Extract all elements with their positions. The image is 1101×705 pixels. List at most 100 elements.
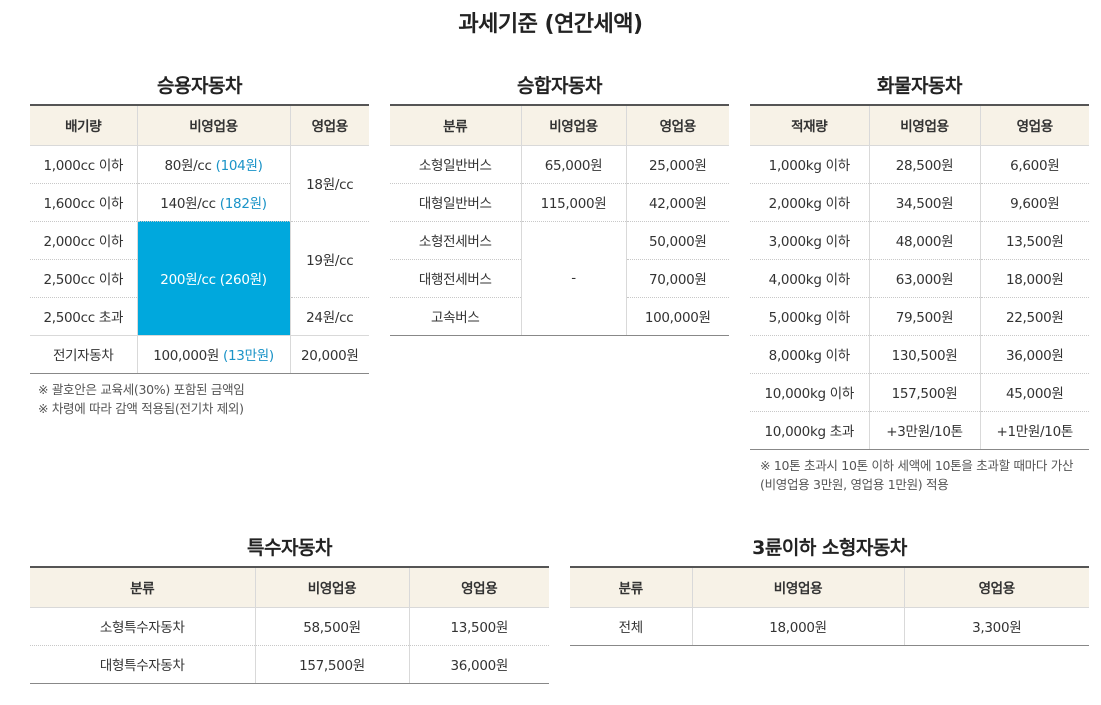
- commercial-cell: 18원/cc: [289, 144, 369, 221]
- commercial-cell: 22,500원: [979, 296, 1089, 335]
- commercial-cell: +1만원/10톤: [979, 410, 1089, 450]
- commercial-cell: 20,000원: [289, 334, 369, 374]
- commercial-cell: 6,600원: [979, 144, 1089, 183]
- table-row: 1,000cc 이하 80원/cc (104원) 18원/cc: [30, 144, 369, 221]
- truck-note: ※ 10톤 초과시 10톤 이하 세액에 10톤을 초과할 때마다 가산(비영업…: [760, 457, 1074, 492]
- category-cell: 대행전세버스: [390, 258, 521, 297]
- header-commercial: 영업용: [289, 104, 369, 145]
- category-cell: 대형특수자동차: [30, 644, 255, 684]
- load-cell: 4,000kg 이하: [750, 258, 869, 297]
- table-row: 전기자동차 100,000원 (13만원) 20,000원: [30, 334, 369, 374]
- special-vehicle-table: 분류 비영업용 영업용 소형특수자동차 58,500원 13,500원 대형특수자동…: [30, 566, 549, 684]
- header-noncommercial: 비영업용: [520, 104, 626, 145]
- category-cell: 소형특수자동차: [30, 606, 255, 645]
- table-row: 3,000kg 이하 48,000원 13,500원: [750, 220, 1089, 259]
- header-noncommercial: 비영업용: [868, 104, 980, 145]
- table-row: 소형일반버스 65,000원 25,000원: [390, 144, 729, 183]
- passenger-car-section: 승용자동차 배기량 비영업용 영업용 1,000cc 이하 80원/cc (10…: [30, 68, 369, 418]
- table-row: 2,500cc 이하: [30, 258, 369, 297]
- displacement-cell: 2,000cc 이하: [30, 220, 137, 259]
- load-cell: 2,000kg 이하: [750, 182, 869, 221]
- commercial-cell: 18,000원: [979, 258, 1089, 297]
- table-row: 대행전세버스 70,000원: [390, 258, 729, 297]
- table-row: 10,000kg 초과 +3만원/10톤 +1만원/10톤: [750, 410, 1089, 450]
- tax-value: 200원/cc: [160, 272, 216, 288]
- tax-value: 80원/cc: [164, 158, 212, 174]
- header-commercial: 영업용: [903, 566, 1089, 607]
- truck-table: 적재량 비영업용 영업용 1,000kg 이하 28,500원 6,600원 2,0…: [750, 104, 1089, 450]
- load-cell: 8,000kg 이하: [750, 334, 869, 373]
- edu-tax-included-value: (104원): [215, 158, 263, 174]
- commercial-cell: 19원/cc: [289, 220, 369, 297]
- table-row: 10,000kg 이하 157,500원 45,000원: [750, 372, 1089, 411]
- highlighted-noncommercial-cell: 200원/cc (260원): [136, 220, 290, 335]
- noncommercial-cell: 58,500원: [254, 606, 409, 645]
- table-row: 4,000kg 이하 63,000원 18,000원: [750, 258, 1089, 297]
- commercial-cell: 3,300원: [903, 606, 1089, 646]
- table-header-row: 분류 비영업용 영업용: [570, 566, 1089, 607]
- page-title: 과세기준 (연간세액): [458, 12, 643, 37]
- commercial-cell: 13,500원: [408, 606, 549, 645]
- small-vehicle-section: 3륜이하 소형자동차 분류 비영업용 영업용 전체 18,000원 3,300원: [570, 530, 1089, 646]
- table-header-row: 분류 비영업용 영업용: [30, 566, 549, 607]
- commercial-cell: 24원/cc: [289, 296, 369, 335]
- header-noncommercial: 비영업용: [254, 566, 409, 607]
- noncommercial-cell: -: [520, 220, 626, 336]
- header-category: 분류: [570, 566, 692, 607]
- category-cell: 소형일반버스: [390, 144, 521, 183]
- table-row: 고속버스 100,000원: [390, 296, 729, 336]
- category-cell: 전체: [570, 606, 692, 646]
- table-row: 1,600cc 이하 140원/cc (182원): [30, 182, 369, 221]
- category-cell: 대형일반버스: [390, 182, 521, 221]
- tax-value: 140원/cc: [160, 196, 216, 212]
- load-cell: 10,000kg 이하: [750, 372, 869, 411]
- truck-section: 화물자동차 적재량 비영업용 영업용 1,000kg 이하 28,500원 6,60…: [750, 68, 1089, 494]
- table-row: 대형일반버스 115,000원 42,000원: [390, 182, 729, 221]
- displacement-cell: 2,500cc 이하: [30, 258, 137, 297]
- table-row: 2,000kg 이하 34,500원 9,600원: [750, 182, 1089, 221]
- commercial-cell: 42,000원: [625, 182, 729, 221]
- load-cell: 10,000kg 초과: [750, 410, 869, 450]
- noncommercial-cell: 34,500원: [868, 182, 980, 221]
- noncommercial-cell: 65,000원: [520, 144, 626, 183]
- header-commercial: 영업용: [625, 104, 729, 145]
- table-row: 1,000kg 이하 28,500원 6,600원: [750, 144, 1089, 183]
- truck-title: 화물자동차: [877, 75, 962, 97]
- bus-table: 분류 비영업용 영업용 소형일반버스 65,000원 25,000원 대형일반버…: [390, 104, 729, 336]
- commercial-cell: 70,000원: [625, 258, 729, 297]
- table-row: 전체 18,000원 3,300원: [570, 606, 1089, 646]
- header-displacement: 배기량: [30, 104, 137, 145]
- special-vehicle-title: 특수자동차: [247, 537, 332, 559]
- noncommercial-cell: 130,500원: [868, 334, 980, 373]
- table-row: 8,000kg 이하 130,500원 36,000원: [750, 334, 1089, 373]
- commercial-cell: 9,600원: [979, 182, 1089, 221]
- noncommercial-cell: 28,500원: [868, 144, 980, 183]
- table-header-row: 적재량 비영업용 영업용: [750, 104, 1089, 145]
- edu-tax-included-value: (260원): [219, 272, 267, 288]
- load-cell: 1,000kg 이하: [750, 144, 869, 183]
- table-row: 대형특수자동차 157,500원 36,000원: [30, 644, 549, 684]
- commercial-cell: 36,000원: [979, 334, 1089, 373]
- noncommercial-cell: +3만원/10톤: [868, 410, 980, 450]
- note-line: ※ 차령에 따라 감액 적용됨(전기차 제외): [38, 400, 244, 416]
- load-cell: 5,000kg 이하: [750, 296, 869, 335]
- table-row: 소형특수자동차 58,500원 13,500원: [30, 606, 549, 645]
- edu-tax-included-value: (182원): [219, 196, 267, 212]
- commercial-cell: 25,000원: [625, 144, 729, 183]
- header-category: 분류: [390, 104, 521, 145]
- commercial-cell: 50,000원: [625, 220, 729, 259]
- small-vehicle-table: 분류 비영업용 영업용 전체 18,000원 3,300원: [570, 566, 1089, 646]
- header-load: 적재량: [750, 104, 869, 145]
- special-vehicle-section: 특수자동차 분류 비영업용 영업용 소형특수자동차 58,500원 13,500원 …: [30, 530, 549, 684]
- noncommercial-cell: 48,000원: [868, 220, 980, 259]
- noncommercial-cell: 115,000원: [520, 182, 626, 221]
- noncommercial-cell: 79,500원: [868, 296, 980, 335]
- passenger-car-table: 배기량 비영업용 영업용 1,000cc 이하 80원/cc (104원) 18…: [30, 104, 369, 374]
- note-line: ※ 괄호안은 교육세(30%) 포함된 금액임: [38, 381, 245, 397]
- table-row: 2,000cc 이하 200원/cc (260원) 19원/cc: [30, 220, 369, 335]
- header-commercial: 영업용: [408, 566, 549, 607]
- table-row: 5,000kg 이하 79,500원 22,500원: [750, 296, 1089, 335]
- edu-tax-included-value: (13만원): [223, 348, 274, 364]
- header-category: 분류: [30, 566, 255, 607]
- passenger-car-title: 승용자동차: [157, 75, 242, 97]
